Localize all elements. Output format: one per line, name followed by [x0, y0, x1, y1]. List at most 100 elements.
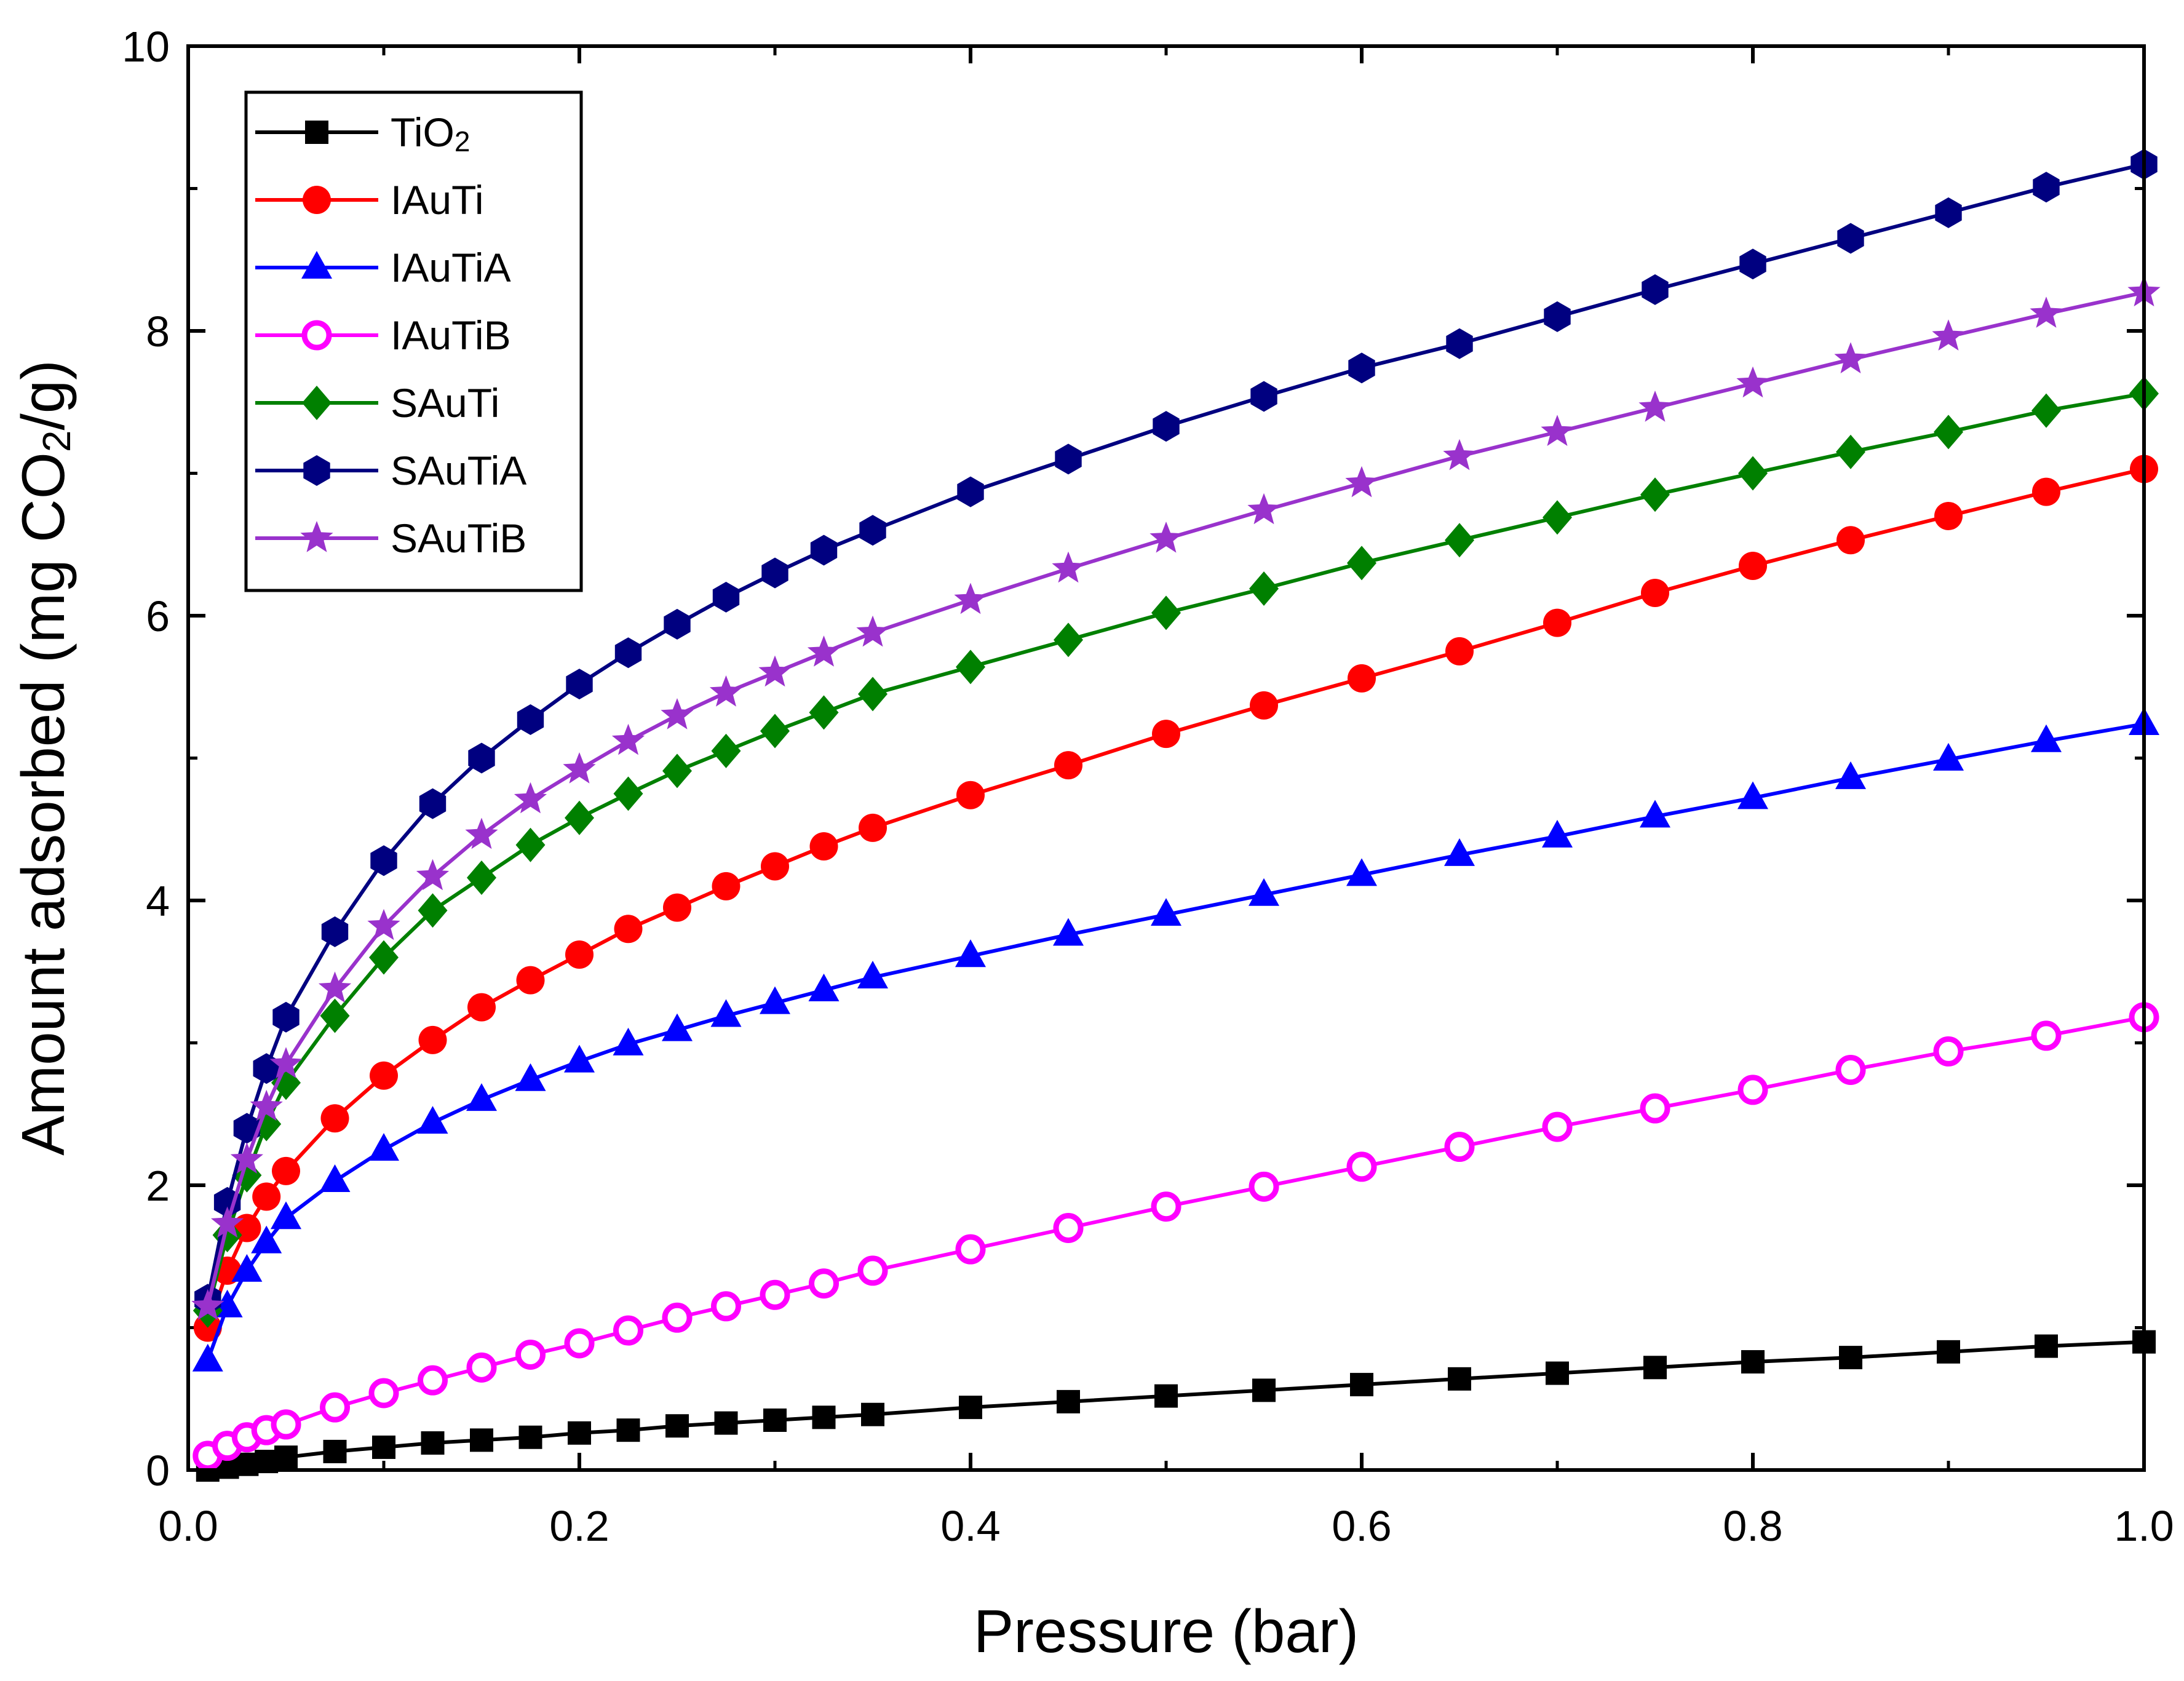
data-point-iautib: [1151, 1191, 1181, 1222]
data-point-sautia: [712, 581, 740, 613]
series-layer: [191, 149, 2161, 1482]
data-point-iautia: [192, 1343, 223, 1372]
data-point-tio2: [616, 1418, 640, 1442]
y-tick-label: 8: [146, 308, 170, 356]
data-point-iautib: [857, 1255, 888, 1286]
legend-item-sautib: SAuTiB: [255, 515, 526, 561]
data-point-iautia: [613, 1027, 644, 1055]
data-point-sauti: [1249, 571, 1279, 606]
data-point-sauti: [1836, 434, 1865, 469]
data-point-iautia: [857, 961, 888, 989]
data-point-iautia: [1053, 918, 1084, 946]
data-point-sautia: [761, 557, 788, 589]
legend-label-main: SAuTiA: [391, 448, 526, 493]
data-point-iauti: [712, 872, 741, 900]
data-point-iautia: [1835, 761, 1866, 789]
legend-label-iautib: IAuTiB: [391, 312, 511, 358]
data-point-tio2: [1252, 1378, 1276, 1402]
legend-label-main: IAuTiA: [391, 245, 511, 290]
data-point-iautib: [1346, 1151, 1377, 1182]
data-point-iauti: [467, 993, 496, 1022]
legend-marker-sautib: [300, 521, 333, 552]
data-point-sautib: [758, 655, 792, 687]
y-axis-title-sub: 2: [34, 430, 79, 452]
data-point-sautib: [1834, 342, 1867, 373]
data-point-sautib: [661, 698, 694, 729]
data-point-iautia: [955, 939, 986, 968]
data-point-tio2: [1448, 1367, 1471, 1391]
data-point-sautia: [517, 704, 544, 735]
data-point-iautia: [1249, 878, 1279, 906]
data-point-iautia: [760, 986, 790, 1014]
data-point-tio2: [1741, 1350, 1765, 1374]
data-point-sautib: [367, 908, 400, 940]
data-point-iauti: [320, 1104, 349, 1133]
data-point-tio2: [518, 1425, 542, 1449]
data-point-sautia: [272, 1001, 300, 1033]
data-point-sauti: [565, 800, 594, 835]
data-point-sauti: [662, 753, 692, 789]
legend-label-sautib: SAuTiB: [391, 515, 526, 561]
data-point-iautia: [2031, 724, 2062, 752]
data-point-sauti: [956, 650, 985, 685]
data-point-tio2: [1937, 1340, 1960, 1364]
data-point-iautib: [368, 1378, 399, 1409]
data-point-tio2: [1154, 1384, 1178, 1408]
legend-label-iauti: IAuTi: [391, 177, 484, 223]
data-point-iautia: [1542, 819, 1573, 848]
data-point-sautib: [230, 1142, 263, 1174]
data-point-sauti: [1640, 477, 1670, 512]
data-point-sautia: [1446, 328, 1473, 359]
data-point-sautib: [1736, 366, 1769, 398]
data-point-tio2: [235, 1452, 259, 1476]
data-point-sautia: [664, 608, 691, 640]
series-tio2: [196, 1330, 2156, 1482]
data-point-sauti: [1054, 622, 1083, 658]
data-point-iauti: [1543, 608, 1571, 637]
data-point-iautia: [1640, 800, 1670, 828]
data-point-iautib: [1053, 1212, 1084, 1243]
legend-label-iautia: IAuTiA: [391, 245, 511, 290]
legend: TiO2 IAuTi IAuTiA IAuTiB SAuTi SAuTiA SAuTiB: [244, 90, 583, 592]
data-point-iautia: [1346, 858, 1377, 886]
data-point-sautia: [1250, 381, 1277, 412]
data-point-sauti: [1934, 415, 1963, 450]
data-point-sautia: [321, 916, 349, 947]
data-point-iautib: [1249, 1171, 1279, 1202]
data-point-sautib: [1345, 466, 1378, 498]
data-point-iautia: [251, 1225, 282, 1254]
data-point-iauti: [663, 893, 691, 922]
legend-label-main: SAuTiB: [391, 515, 526, 561]
legend-label-main: IAuTi: [391, 177, 484, 223]
legend-label-main: TiO: [391, 109, 455, 155]
x-tick-label: 0.2: [549, 1502, 609, 1550]
data-point-sautia: [419, 788, 447, 819]
data-point-sautia: [1348, 352, 1375, 384]
data-point-iauti: [516, 966, 545, 995]
data-point-iautib: [662, 1302, 693, 1333]
data-point-iautia: [271, 1201, 301, 1230]
data-point-sautib: [611, 723, 645, 755]
data-point-iauti: [1152, 720, 1180, 749]
y-axis-title: Amount adsorbed (mg CO2/g): [9, 360, 79, 1156]
legend-label-sub: 2: [455, 125, 471, 157]
data-point-iautia: [1151, 898, 1181, 926]
data-point-sautib: [465, 817, 498, 849]
data-point-iautib: [418, 1365, 448, 1396]
data-point-sauti: [418, 893, 448, 928]
x-tick-label: 0.4: [940, 1502, 1000, 1550]
data-point-iautib: [809, 1268, 839, 1299]
data-point-iautib: [320, 1392, 350, 1423]
data-point-sauti: [809, 695, 839, 730]
data-point-iauti: [418, 1025, 447, 1054]
data-point-iautia: [1737, 781, 1768, 809]
data-point-iautia: [662, 1013, 693, 1041]
data-point-sautib: [250, 1089, 283, 1121]
data-point-sautib: [1150, 522, 1183, 553]
data-point-iautib: [466, 1352, 497, 1383]
data-point-sautib: [2030, 296, 2063, 328]
data-point-sauti: [858, 677, 887, 712]
data-point-iautia: [368, 1133, 399, 1161]
legend-item-iautib: IAuTiB: [255, 312, 511, 358]
data-point-iauti: [809, 832, 838, 861]
